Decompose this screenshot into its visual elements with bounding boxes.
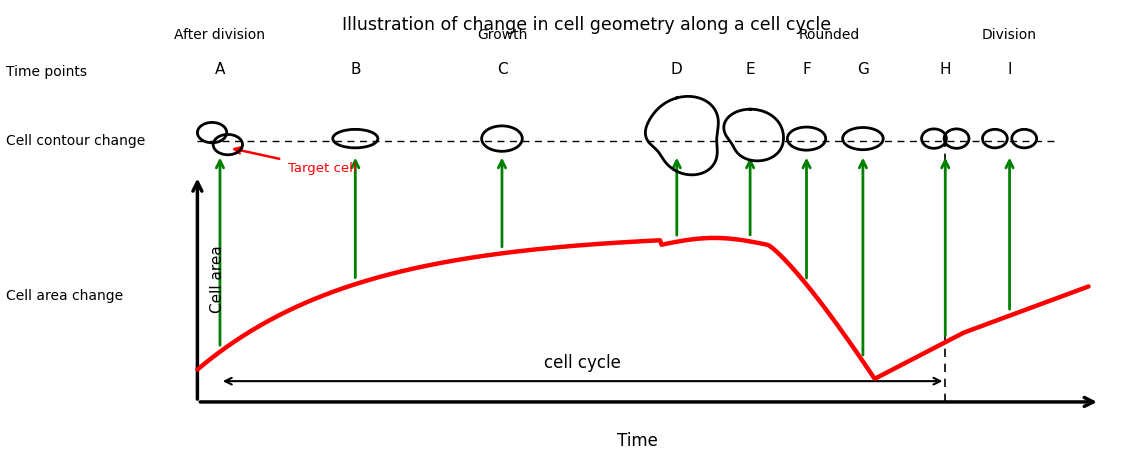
Text: F: F — [802, 62, 811, 77]
Text: E: E — [746, 62, 755, 77]
Text: Rounded: Rounded — [799, 28, 860, 42]
Text: B: B — [350, 62, 361, 77]
Text: Time: Time — [617, 432, 658, 450]
Text: Cell area: Cell area — [210, 246, 226, 313]
Text: Time points: Time points — [6, 65, 87, 79]
Text: H: H — [940, 62, 951, 77]
Text: I: I — [1007, 62, 1012, 77]
Text: Illustration of change in cell geometry along a cell cycle: Illustration of change in cell geometry … — [342, 16, 831, 34]
Text: C: C — [496, 62, 508, 77]
Text: D: D — [671, 62, 682, 77]
Text: Cell area change: Cell area change — [6, 289, 123, 303]
Text: After division: After division — [175, 28, 265, 42]
Text: A: A — [214, 62, 226, 77]
Text: Growth: Growth — [477, 28, 527, 42]
Text: Division: Division — [982, 28, 1037, 42]
Text: cell cycle: cell cycle — [544, 354, 622, 372]
Text: Target cell: Target cell — [288, 162, 356, 175]
Text: Cell contour change: Cell contour change — [6, 134, 144, 148]
Text: G: G — [857, 62, 869, 77]
